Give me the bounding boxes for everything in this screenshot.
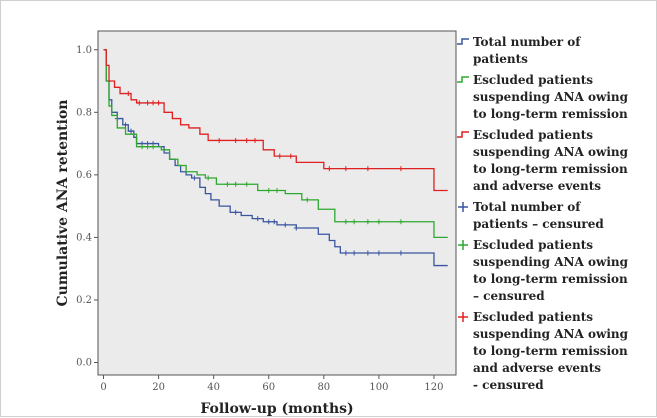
legend-entry-2-line: Escluded patients bbox=[473, 73, 593, 87]
legend-entry-3-line: to long-term remission bbox=[473, 162, 628, 176]
censor-mark-2 bbox=[145, 144, 151, 150]
censor-mark-2 bbox=[205, 175, 211, 181]
censor-mark-2 bbox=[274, 187, 280, 193]
legend-entry-1-line: patients bbox=[473, 52, 528, 66]
series-line-2 bbox=[103, 49, 448, 239]
censor-mark-3 bbox=[136, 100, 142, 106]
censor-mark-2 bbox=[266, 187, 272, 193]
censor-mark-3 bbox=[216, 137, 222, 143]
legend-entry-6-line: and adverse events bbox=[473, 361, 601, 375]
y-axis-title: Cumulative ANA retention bbox=[55, 100, 71, 307]
censor-mark-1 bbox=[376, 250, 382, 256]
legend-entry-6-line: - censured bbox=[473, 378, 544, 392]
censor-mark-1 bbox=[271, 219, 277, 225]
censor-mark-1 bbox=[293, 225, 299, 231]
censor-mark-2 bbox=[376, 219, 382, 225]
censor-mark-3 bbox=[150, 100, 156, 106]
censor-mark-3 bbox=[252, 137, 258, 143]
censor-mark-2 bbox=[150, 144, 156, 150]
censor-mark-2 bbox=[343, 219, 349, 225]
legend-entry-2-line: to long-term remission bbox=[473, 107, 628, 121]
censor-mark-3 bbox=[233, 137, 239, 143]
x-tick-label: 40 bbox=[207, 382, 220, 393]
axis-layer: 0 20 40 60 80 100 120 0.0 0.2 0.4 0.6 0.8 1.0 bbox=[76, 45, 443, 393]
censor-mark-1 bbox=[351, 250, 357, 256]
legend-entry-2-line: suspending ANA owing bbox=[473, 90, 629, 104]
censor-mark-3 bbox=[343, 166, 349, 172]
censor-mark-3 bbox=[145, 100, 151, 106]
censor-mark-1 bbox=[128, 128, 134, 134]
x-tick-label: 100 bbox=[369, 382, 388, 393]
plot-area bbox=[97, 30, 457, 376]
y-tick-label: 0.8 bbox=[76, 107, 92, 118]
legend-swatch-1 bbox=[457, 38, 469, 45]
censor-mark-2 bbox=[224, 181, 230, 187]
legend-entry-6-line: to long-term remission bbox=[473, 344, 628, 358]
censor-mark-3 bbox=[365, 166, 371, 172]
censor-mark-2 bbox=[233, 181, 239, 187]
legend-entry-3-line: and adverse events bbox=[473, 179, 601, 193]
legend-swatch-2 bbox=[457, 76, 469, 83]
legend-entry-4-line: Total number of bbox=[473, 200, 581, 214]
censor-mark-2 bbox=[351, 219, 357, 225]
legend-entry-4-line: patients – censured bbox=[473, 217, 604, 231]
censor-mark-2 bbox=[304, 197, 310, 203]
censor-mark-1 bbox=[266, 219, 272, 225]
y-tick-label: 0.2 bbox=[76, 295, 92, 306]
x-tick-label: 0 bbox=[100, 382, 106, 393]
censor-mark-2 bbox=[139, 144, 145, 150]
legend-entry-6-line: suspending ANA owing bbox=[473, 327, 629, 341]
censor-mark-3 bbox=[277, 153, 283, 159]
censor-mark-3 bbox=[156, 100, 162, 106]
x-tick-label: 20 bbox=[152, 382, 165, 393]
censor-mark-1 bbox=[255, 216, 261, 222]
censor-mark-2 bbox=[398, 219, 404, 225]
legend-entry-1-line: Total number of bbox=[473, 35, 581, 49]
censor-mark-2 bbox=[365, 219, 371, 225]
y-tick-label: 0.0 bbox=[76, 357, 92, 368]
legend-entry-5-line: – censured bbox=[473, 289, 545, 303]
legend-swatch-4 bbox=[458, 202, 468, 212]
censor-mark-1 bbox=[343, 250, 349, 256]
series-layer bbox=[103, 49, 448, 267]
legend-entry-6-line: Escluded patients bbox=[473, 310, 593, 324]
legend-entry-5-line: suspending ANA owing bbox=[473, 255, 629, 269]
legend: Total number of patients Escluded patients… bbox=[457, 35, 629, 392]
y-tick-label: 0.4 bbox=[76, 232, 92, 243]
legend-swatch-6 bbox=[458, 312, 468, 322]
censor-mark-3 bbox=[288, 153, 294, 159]
legend-entry-3-line: Escluded patients bbox=[473, 128, 593, 142]
censor-mark-3 bbox=[125, 91, 131, 97]
legend-swatch-5 bbox=[458, 240, 468, 250]
legend-entry-5-line: Escluded patients bbox=[473, 238, 593, 252]
censor-mark-1 bbox=[398, 250, 404, 256]
legend-swatch-3 bbox=[457, 131, 469, 138]
x-tick-label: 60 bbox=[262, 382, 275, 393]
censor-mark-3 bbox=[326, 166, 332, 172]
censor-mark-1 bbox=[233, 209, 239, 215]
y-tick-label: 0.6 bbox=[76, 170, 92, 181]
legend-entry-3-line: suspending ANA owing bbox=[473, 145, 629, 159]
censor-mark-1 bbox=[365, 250, 371, 256]
censor-mark-1 bbox=[123, 122, 129, 128]
x-axis-title: Follow-up (months) bbox=[200, 401, 353, 417]
censor-mark-1 bbox=[282, 222, 288, 228]
series-line-3 bbox=[103, 49, 448, 192]
censor-mark-2 bbox=[244, 181, 250, 187]
x-tick-label: 120 bbox=[424, 382, 443, 393]
censor-mark-1 bbox=[191, 175, 197, 181]
censor-mark-3 bbox=[244, 137, 250, 143]
censor-mark-3 bbox=[398, 166, 404, 172]
legend-entry-5-line: to long-term remission bbox=[473, 272, 628, 286]
y-tick-label: 1.0 bbox=[76, 45, 92, 56]
x-tick-label: 80 bbox=[317, 382, 330, 393]
